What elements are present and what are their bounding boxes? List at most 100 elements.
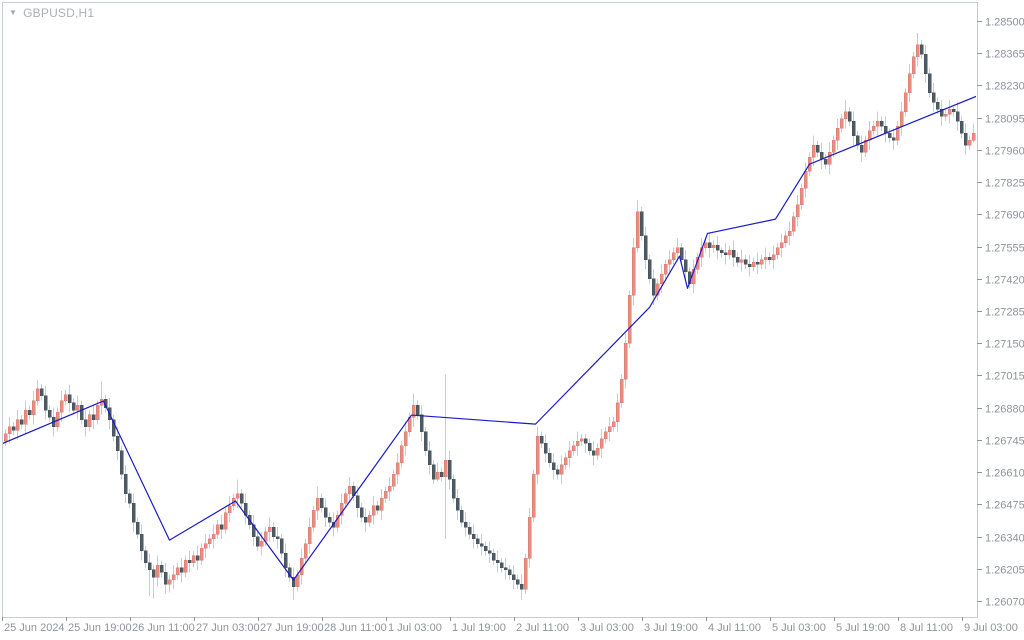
bear-candle-body (275, 536, 280, 540)
bear-candle-body (519, 584, 524, 590)
bear-candle-body (959, 120, 964, 134)
bull-candle-body (795, 204, 800, 217)
bull-candle-body (663, 264, 668, 275)
bear-candle-body (587, 443, 592, 451)
time-axis-label: 9 Jul 03:00 (964, 622, 1018, 634)
symbol-timeframe-label[interactable]: ▼ GBPUSD,H1 (9, 6, 94, 20)
bull-candle-body (655, 283, 660, 296)
time-axis-label: 25 Jun 2024 (4, 622, 65, 634)
bear-candle-body (431, 464, 436, 480)
bear-candle-body (495, 560, 500, 564)
bear-candle-body (483, 545, 488, 552)
bear-candle-body (43, 395, 48, 411)
bull-candle-body (759, 259, 764, 265)
bear-candle-body (239, 493, 244, 504)
bull-candle-body (675, 247, 680, 253)
bull-candle-body (387, 486, 392, 492)
bull-candle-body (191, 555, 196, 564)
bull-candle-body (835, 128, 840, 141)
bull-candle-body (575, 440, 580, 447)
bull-candle-body (779, 242, 784, 248)
bull-candle-body (947, 109, 952, 115)
bear-candle-body (515, 579, 520, 585)
bear-candle-body (643, 235, 648, 260)
bear-candle-body (715, 245, 720, 251)
price-axis-label: 1.26475 (985, 500, 1024, 512)
bull-candle-body (783, 235, 788, 244)
bear-candle-body (179, 567, 184, 573)
bear-candle-body (851, 120, 856, 136)
bull-candle-body (711, 245, 716, 248)
bear-candle-body (543, 443, 548, 454)
bear-candle-body (255, 536, 260, 547)
price-axis[interactable]: 1.28500 1.28365 1.28230 1.28095 1.27960 1.278… (977, 17, 1024, 609)
bull-candle-body (527, 517, 532, 559)
bull-candle-body (223, 512, 228, 530)
bear-candle-body (355, 495, 360, 509)
bear-candle-body (707, 242, 712, 248)
bull-candle-body (607, 426, 612, 432)
bull-candle-body (803, 171, 808, 189)
time-axis-label: 27 Jun 19:00 (260, 622, 324, 634)
zigzag-trend-line[interactable] (2, 95, 980, 581)
time-axis-label: 25 Jun 19:00 (68, 622, 132, 634)
bear-candle-body (679, 247, 684, 260)
bull-candle-body (799, 187, 804, 206)
time-axis[interactable]: 25 Jun 2024 25 Jun 19:00 26 Jun 11:00 27 Ju… (2, 617, 1018, 634)
bull-candle-body (627, 295, 632, 344)
bear-candle-body (187, 560, 192, 564)
bull-candle-body (567, 450, 572, 459)
bear-candle-body (931, 92, 936, 103)
bull-candle-body (599, 438, 604, 449)
bear-candle-body (91, 414, 96, 420)
time-axis-label: 4 Jul 11:00 (708, 622, 761, 634)
bear-candle-body (115, 436, 120, 451)
bear-candle-body (103, 399, 108, 408)
bull-candle-body (595, 447, 600, 456)
bull-candle-body (75, 405, 80, 411)
bull-candle-body (523, 557, 528, 590)
bear-candle-body (767, 257, 772, 260)
bear-candle-body (439, 471, 444, 478)
bull-candle-body (227, 505, 232, 513)
bear-candle-body (847, 111, 852, 122)
bull-candle-body (215, 524, 220, 535)
bear-candle-body (427, 450, 432, 466)
price-axis-label: 1.27420 (985, 275, 1024, 287)
bull-candle-body (3, 433, 8, 442)
price-axis-label: 1.27960 (985, 146, 1024, 158)
bear-candle-body (327, 517, 332, 523)
bear-candle-body (271, 526, 276, 537)
bear-candle-body (551, 462, 556, 470)
bear-candle-body (747, 264, 752, 268)
bull-candle-body (303, 543, 308, 559)
bull-candle-body (571, 445, 576, 451)
bear-candle-body (887, 132, 892, 139)
bull-candle-body (435, 471, 440, 480)
bear-candle-body (955, 111, 960, 122)
bear-candle-body (743, 259, 748, 265)
bull-candle-body (383, 490, 388, 499)
bull-candle-body (403, 431, 408, 447)
price-axis-label: 1.28095 (985, 114, 1024, 126)
bull-candle-body (87, 414, 92, 428)
bull-candle-body (943, 113, 948, 117)
bull-candle-body (535, 436, 540, 475)
bull-candle-body (899, 111, 904, 127)
bull-candle-body (15, 419, 20, 431)
bear-candle-body (511, 574, 516, 580)
bull-candle-body (183, 560, 188, 573)
price-axis-label: 1.27015 (985, 371, 1024, 383)
bull-candle-body (611, 421, 616, 428)
bear-candle-body (735, 257, 740, 263)
bear-candle-body (591, 450, 596, 456)
time-axis-label: 28 Jun 11:00 (324, 622, 387, 634)
bear-candle-body (883, 125, 888, 134)
bear-candle-body (19, 419, 24, 425)
bear-candle-body (291, 576, 296, 587)
candles-layer (3, 32, 976, 600)
bull-candle-body (267, 526, 272, 533)
bull-candle-body (343, 493, 348, 504)
price-axis-label: 1.28365 (985, 49, 1024, 61)
